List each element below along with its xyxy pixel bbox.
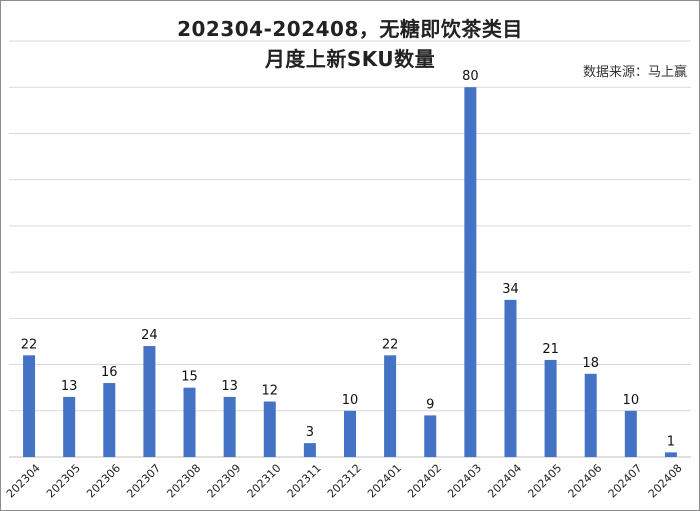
x-tick-202305: 202305	[44, 462, 83, 501]
x-tick-labels: 202304 202305 202306 202307 202308 202309 2023…	[4, 462, 685, 501]
data-label-202308: 15	[181, 370, 198, 385]
data-label-202309: 13	[221, 379, 238, 394]
x-tick-202404: 202404	[485, 462, 524, 501]
x-tick-202312: 202312	[325, 462, 364, 501]
data-label-202404: 34	[502, 282, 519, 297]
x-tick-202401: 202401	[365, 462, 404, 501]
x-tick-202309: 202309	[205, 462, 244, 501]
x-tick-202304: 202304	[4, 462, 43, 501]
bar-202309	[223, 396, 236, 457]
data-label-202407: 10	[623, 393, 640, 408]
data-labels: 22 13 16 24 15 13 12 3 10 22 9 80 34 21 18 10 1	[21, 69, 675, 449]
x-tick-202310: 202310	[245, 462, 284, 501]
data-label-202304: 22	[21, 337, 38, 352]
x-tick-202408: 202408	[646, 462, 685, 501]
x-tick-202308: 202308	[164, 462, 203, 501]
data-label-202405: 21	[542, 342, 559, 357]
data-label-202401: 22	[382, 337, 399, 352]
x-tick-202407: 202407	[606, 462, 645, 501]
bar-202408	[664, 452, 677, 457]
x-tick-202311: 202311	[285, 462, 324, 501]
bar-202402	[424, 415, 437, 457]
bar-202311	[303, 443, 316, 457]
bar-202306	[103, 383, 116, 457]
bar-202304	[23, 355, 36, 457]
bar-202310	[263, 401, 276, 457]
x-tick-202307: 202307	[124, 462, 163, 501]
data-label-202307: 24	[141, 328, 158, 343]
x-tick-202403: 202403	[445, 462, 484, 501]
x-tick-202402: 202402	[405, 462, 444, 501]
data-label-202406: 18	[582, 356, 599, 371]
data-label-202402: 9	[426, 397, 434, 412]
bar-202305	[63, 396, 76, 457]
bar-202308	[183, 387, 196, 457]
x-tick-202405: 202405	[525, 462, 564, 501]
gridlines	[9, 40, 691, 458]
bar-202307	[143, 346, 156, 457]
data-label-202305: 13	[61, 379, 78, 394]
bar-202407	[624, 410, 637, 457]
data-label-202403: 80	[462, 69, 479, 84]
bars	[23, 87, 677, 457]
data-label-202408: 1	[667, 434, 675, 449]
data-label-202306: 16	[101, 365, 118, 380]
chart-title-line2: 月度上新SKU数量	[264, 47, 436, 71]
bar-202312	[344, 410, 356, 457]
bar-202403	[464, 87, 477, 457]
data-label-202312: 10	[342, 393, 359, 408]
chart-title-line1: 202304-202408，无糖即饮茶类目	[177, 17, 523, 41]
data-source-note: 数据来源：马上赢	[582, 65, 687, 80]
data-label-202311: 3	[306, 425, 314, 440]
bar-202406	[584, 373, 597, 457]
x-tick-202406: 202406	[566, 462, 605, 501]
bar-202401	[384, 355, 397, 457]
bar-202404	[504, 299, 517, 457]
data-label-202310: 12	[261, 384, 278, 399]
x-tick-202306: 202306	[84, 462, 123, 501]
bar-202405	[544, 359, 557, 457]
